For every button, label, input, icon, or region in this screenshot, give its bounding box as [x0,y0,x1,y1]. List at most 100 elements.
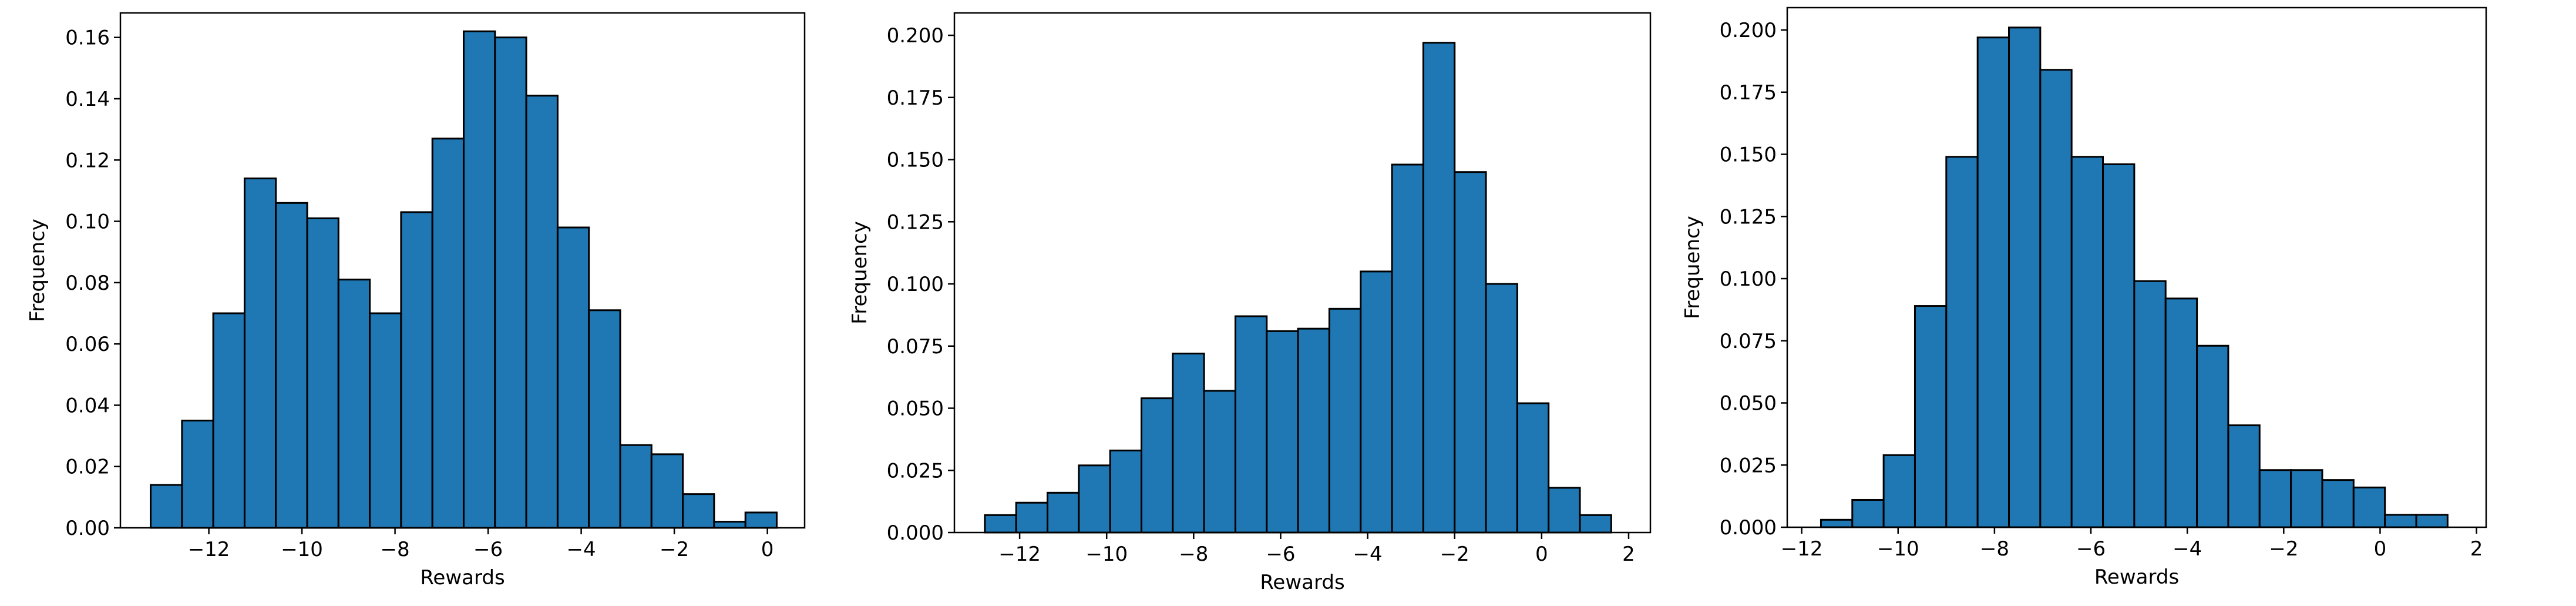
histogram-bar [2008,26,2042,528]
histogram-bar [2415,514,2449,528]
histogram-bar [2164,297,2198,528]
histogram-bar [1820,518,1854,528]
x-tick-label: −2 [660,538,689,561]
histogram-bar [1203,390,1236,534]
histogram-bar [1548,487,1581,534]
x-axis-ticks: −12 −10 −8 −6 −4 −2 0 2 [998,533,1635,566]
x-axis-label: Rewards [1260,571,1344,594]
x-tick-label: −12 [1781,537,1823,561]
histogram-bar [1172,352,1205,534]
chart-panel-1: −12 −10 −8 −6 −4 −2 0 0.00 0.02 0.04 0.06 0.08 0.10… [26,12,806,590]
histogram-bar [2352,486,2386,528]
y-axis-label: Frequency [26,219,49,322]
histogram-bar [1046,491,1080,534]
y-tick-label: 0.075 [1720,330,1777,353]
histogram-bar [744,511,778,529]
histogram-bar [2070,156,2104,528]
y-axis-label: Frequency [1681,216,1704,319]
y-tick-label: 0.075 [887,335,944,359]
histogram-bar [494,36,527,529]
plot-area-frame [953,12,1652,534]
histogram-bar [1454,171,1487,534]
x-tick-label: −10 [1877,537,1919,561]
chart-panel-2: −12 −10 −8 −6 −4 −2 0 2 0.000 0.025 0.050 0.075 0.1… [848,12,1652,594]
histogram-bar [1579,514,1612,534]
x-tick-label: −2 [2269,537,2298,561]
y-axis-ticks: 0.000 0.025 0.050 0.075 0.100 0.125 0.150 0.175… [887,24,954,545]
histogram-bar [150,484,183,529]
histogram-bar [1422,42,1456,534]
y-tick-label: 0.200 [1720,19,1777,42]
y-tick-label: 0.12 [65,149,110,172]
x-tick-label: 2 [2470,537,2483,561]
x-axis-ticks: −12 −10 −8 −6 −4 −2 0 2 [1781,527,2483,561]
x-axis-label: Rewards [2094,565,2179,589]
y-tick-label: 0.200 [887,24,944,48]
y-tick-label: 0.050 [887,397,944,421]
y-axis-label: Frequency [848,221,872,324]
histogram-bar [2133,280,2167,528]
histogram-bar [243,178,277,529]
y-tick-label: 0.150 [887,149,944,172]
histogram-bar [212,312,246,529]
chart-panel-3: −12 −10 −8 −6 −4 −2 0 2 0.000 0.025 0.050 0.075 0.1… [1681,6,2487,589]
histogram-bar [1109,449,1142,534]
histogram-bar [462,30,496,529]
histogram-bar [306,217,339,529]
histogram-bar [1913,305,1948,528]
histogram-bar [1976,36,2010,528]
y-tick-label: 0.10 [65,210,110,234]
y-tick-label: 0.08 [65,272,110,295]
x-tick-label: −6 [473,538,503,561]
x-tick-label: 0 [2374,537,2387,561]
x-tick-label: −12 [188,538,230,561]
y-tick-label: 0.000 [1720,516,1777,540]
histogram-bar [1015,501,1048,534]
histogram-bar [2227,424,2261,528]
x-tick-label: −2 [1440,543,1469,566]
histogram-bar [2039,69,2073,528]
histogram-bars [984,42,1612,534]
histogram-bar [2384,514,2417,528]
histogram-bar [1391,163,1424,534]
histogram-bar [1266,330,1299,534]
y-tick-label: 0.100 [1720,267,1777,291]
histogram-bar [1485,283,1518,534]
plot-area-frame [1786,6,2487,528]
y-tick-label: 0.025 [1720,454,1777,477]
histogram-bar [1234,315,1268,534]
histogram-bar [619,444,653,529]
x-tick-label: −4 [1353,543,1383,566]
y-tick-label: 0.125 [1720,205,1777,229]
x-tick-label: −4 [567,538,596,561]
x-tick-label: −8 [381,538,410,561]
y-tick-label: 0.000 [887,521,944,545]
y-tick-label: 0.16 [65,26,110,50]
histogram-bar [650,453,684,529]
x-tick-label: −8 [1980,537,2009,561]
y-tick-label: 0.02 [65,456,110,479]
histogram-bar [431,138,465,529]
y-tick-label: 0.100 [887,273,944,296]
histogram-bar [1945,156,1979,528]
y-tick-label: 0.150 [1720,143,1777,167]
x-tick-label: −12 [998,543,1041,566]
y-axis-ticks: 0.00 0.02 0.04 0.06 0.08 0.10 0.12 0.14 0.16 [65,26,120,540]
histogram-bar [1078,464,1111,534]
x-tick-label: −6 [1266,543,1295,566]
x-axis-label: Rewards [420,566,505,590]
histogram-bar [2290,469,2323,528]
y-axis-ticks: 0.000 0.025 0.050 0.075 0.100 0.125 0.150 0.175… [1720,19,1787,540]
x-tick-label: −4 [2173,537,2202,561]
y-tick-label: 0.025 [887,459,944,483]
histogram-bar [556,226,590,529]
y-tick-label: 0.125 [887,210,944,234]
y-tick-label: 0.04 [65,394,110,417]
histogram-bar [275,202,308,529]
x-tick-label: −8 [1179,543,1208,566]
histogram-bar [2102,163,2136,528]
histogram-bar [1140,397,1174,534]
histogram-bar [1328,307,1362,534]
x-tick-label: −10 [281,538,323,561]
